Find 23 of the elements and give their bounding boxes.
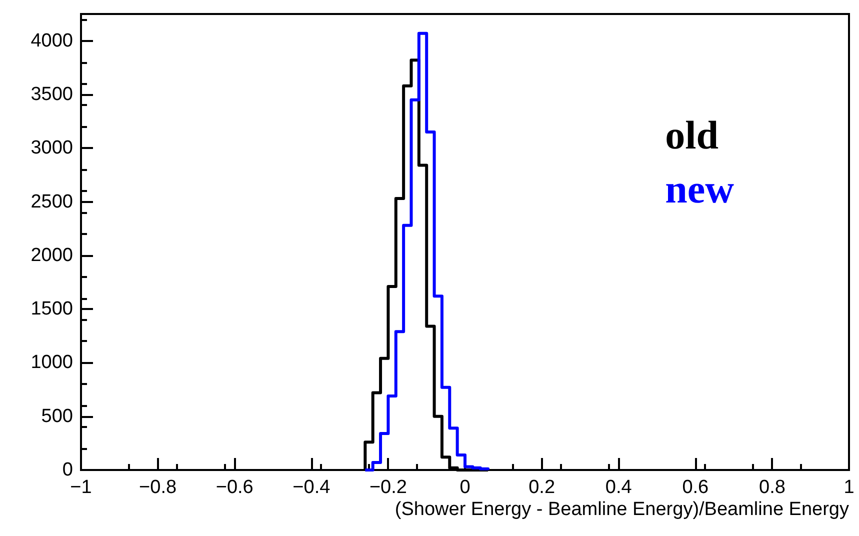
x-tick-label: −0.4	[292, 477, 331, 498]
x-tick-label: −0.8	[139, 477, 177, 498]
y-tick-label: 2000	[30, 244, 73, 266]
x-tick-label: 0.6	[682, 477, 709, 498]
y-tick-label: 1500	[30, 298, 73, 320]
text: new	[665, 166, 734, 212]
x-tick-label: 0.8	[758, 477, 786, 498]
x-tick-label: −0.6	[216, 477, 254, 498]
y-tick-label: 3000	[30, 138, 73, 159]
y-tick-label: 3500	[30, 84, 73, 105]
x-tick-label: −0.2	[369, 477, 407, 498]
x-tick-label: 0.2	[528, 477, 556, 498]
x-tick-label: 0.4	[605, 477, 632, 498]
x-tick-label: 1	[844, 477, 854, 498]
x-tick-label: −1	[70, 477, 92, 498]
y-tick-label: 1000	[30, 352, 73, 374]
y-tick-label: 0	[62, 460, 73, 480]
y-tick-label: 4000	[30, 30, 73, 52]
x-tick-label: 0	[460, 477, 470, 498]
y-tick-label: 500	[41, 406, 73, 427]
x-axis-title: (Shower Energy - Beamline Energy)/Beamline Energy	[394, 499, 850, 520]
text: old	[665, 112, 718, 158]
y-tick-label: 2500	[30, 191, 73, 212]
